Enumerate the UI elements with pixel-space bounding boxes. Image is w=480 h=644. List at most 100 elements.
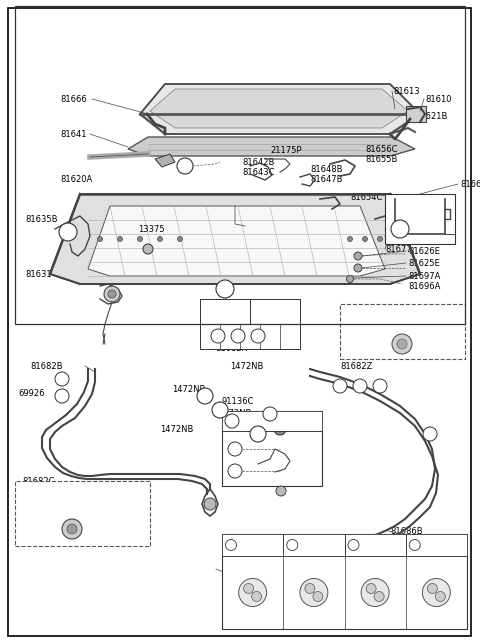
Circle shape	[97, 236, 103, 242]
Circle shape	[244, 583, 253, 594]
Polygon shape	[140, 84, 420, 134]
Circle shape	[348, 540, 359, 551]
Polygon shape	[128, 137, 415, 156]
Text: A: A	[64, 227, 72, 236]
Text: c: c	[236, 332, 240, 341]
Text: B: B	[217, 406, 223, 415]
Text: 81682X: 81682X	[215, 343, 247, 352]
Bar	[406, 534, 467, 556]
Text: D: D	[254, 430, 262, 439]
Circle shape	[228, 442, 242, 456]
Text: A: A	[202, 392, 208, 401]
Circle shape	[422, 578, 450, 607]
Text: c: c	[290, 542, 294, 548]
Polygon shape	[88, 206, 385, 276]
Text: 17992: 17992	[299, 540, 324, 549]
Circle shape	[361, 578, 389, 607]
Bar	[345, 534, 406, 556]
Text: 81613: 81613	[393, 86, 420, 95]
Text: 81696A: 81696A	[408, 281, 440, 290]
Text: b: b	[60, 392, 64, 401]
Text: 81642B: 81642B	[242, 158, 275, 167]
Circle shape	[409, 540, 420, 551]
Text: 0K2A1: 0K2A1	[422, 540, 446, 549]
Circle shape	[366, 583, 376, 594]
Text: d: d	[233, 466, 238, 475]
Circle shape	[251, 329, 265, 343]
Circle shape	[216, 280, 234, 298]
Circle shape	[274, 423, 286, 435]
Text: 81626E: 81626E	[408, 247, 440, 256]
Text: 91136C: 91136C	[222, 397, 254, 406]
Text: 81656C: 81656C	[365, 144, 397, 153]
Text: 69926: 69926	[18, 390, 45, 399]
Bar	[406, 106, 426, 122]
Circle shape	[391, 220, 409, 238]
Text: b: b	[233, 444, 238, 453]
Text: 81697A: 81697A	[408, 272, 440, 281]
Text: 81648B: 81648B	[310, 164, 343, 173]
Text: 13375: 13375	[138, 225, 165, 234]
Circle shape	[157, 236, 163, 242]
Circle shape	[333, 379, 347, 393]
Bar	[222, 411, 322, 431]
Text: 1472NB: 1472NB	[230, 361, 264, 370]
Polygon shape	[155, 154, 175, 167]
Text: b: b	[428, 430, 432, 439]
Circle shape	[373, 379, 387, 393]
Circle shape	[204, 498, 216, 510]
Text: 81641: 81641	[60, 129, 86, 138]
Text: 81666: 81666	[60, 95, 87, 104]
Circle shape	[250, 426, 266, 442]
Circle shape	[59, 223, 77, 241]
Text: d: d	[378, 381, 383, 390]
Circle shape	[228, 464, 242, 478]
Text: 81686B: 81686B	[390, 527, 422, 536]
Circle shape	[118, 236, 122, 242]
Circle shape	[374, 591, 384, 601]
Text: e: e	[216, 332, 220, 341]
Circle shape	[313, 591, 323, 601]
Circle shape	[143, 244, 153, 254]
Circle shape	[287, 540, 298, 551]
Circle shape	[67, 524, 77, 534]
Text: C: C	[182, 162, 188, 171]
Circle shape	[397, 339, 407, 349]
Text: 21175P: 21175P	[270, 146, 301, 155]
Polygon shape	[50, 194, 420, 284]
Circle shape	[239, 578, 266, 607]
Text: e: e	[338, 381, 342, 390]
Text: 81610: 81610	[425, 95, 452, 104]
Circle shape	[353, 379, 367, 393]
Circle shape	[252, 591, 262, 601]
Text: 81647B: 81647B	[310, 175, 343, 184]
Bar	[15, 481, 150, 546]
Circle shape	[104, 286, 120, 302]
Text: 1472NB: 1472NB	[218, 410, 252, 419]
Text: 1731JB: 1731JB	[35, 507, 65, 516]
Text: 81643C: 81643C	[242, 167, 275, 176]
Text: 81655B: 81655B	[365, 155, 397, 164]
Text: 81686B: 81686B	[268, 417, 300, 426]
Text: 81682C: 81682C	[22, 477, 55, 486]
Circle shape	[305, 583, 315, 594]
Text: a: a	[229, 417, 234, 426]
Circle shape	[225, 414, 239, 428]
Circle shape	[55, 372, 69, 386]
Circle shape	[211, 329, 225, 343]
Bar	[200, 324, 300, 349]
Text: 1472NB: 1472NB	[160, 424, 193, 433]
Text: 81755C: 81755C	[360, 540, 390, 549]
Circle shape	[276, 486, 286, 496]
Text: 81622B: 81622B	[405, 209, 437, 218]
Text: C: C	[267, 410, 273, 419]
Circle shape	[423, 427, 437, 441]
Circle shape	[435, 591, 445, 601]
Text: 81668E: 81668E	[460, 180, 480, 189]
Text: a: a	[60, 375, 64, 383]
Text: B: B	[222, 285, 228, 294]
Circle shape	[55, 389, 69, 403]
Circle shape	[377, 236, 383, 242]
Text: 1076AM: 1076AM	[363, 319, 397, 328]
Text: 1472NB: 1472NB	[172, 384, 205, 393]
